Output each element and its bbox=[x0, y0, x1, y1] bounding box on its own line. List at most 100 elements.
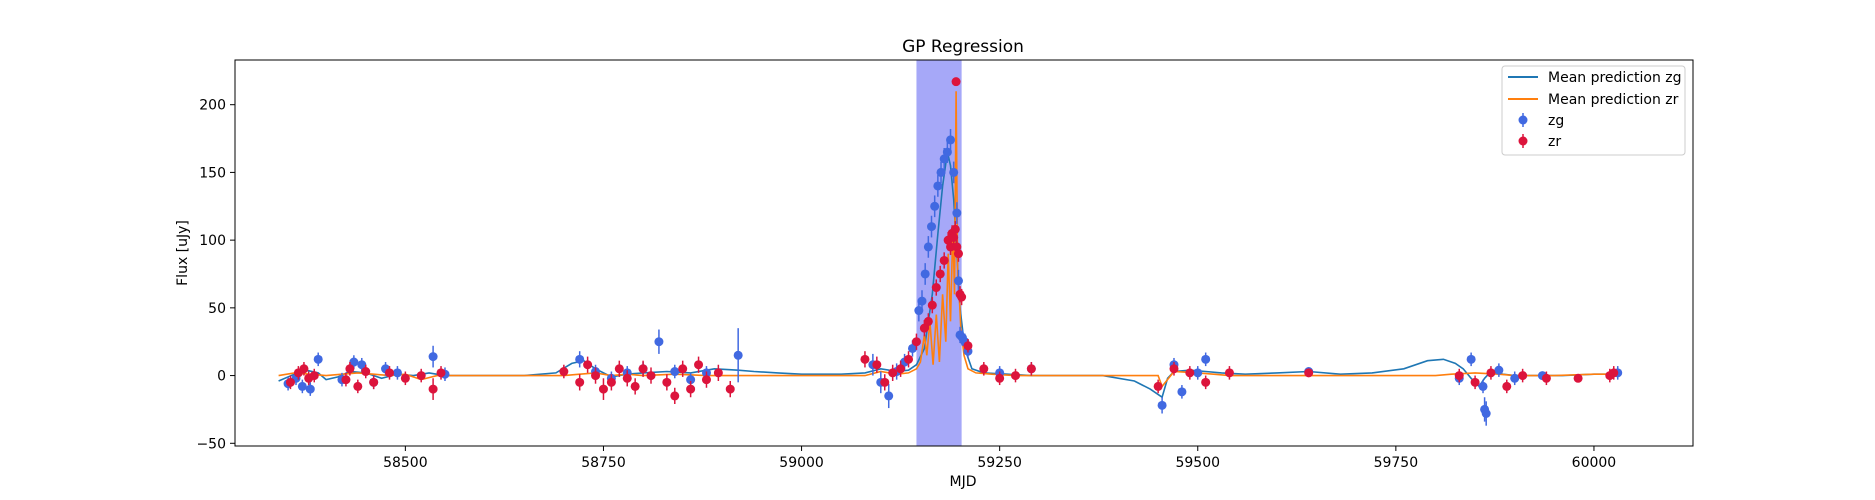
data-point-zg bbox=[429, 352, 438, 361]
data-point-zr bbox=[904, 355, 913, 364]
data-point-zr bbox=[932, 283, 941, 292]
data-point-zr bbox=[1518, 371, 1527, 380]
data-point-zg bbox=[1510, 374, 1519, 383]
data-point-zr bbox=[591, 371, 600, 380]
data-point-zr bbox=[1574, 374, 1583, 383]
data-point-zg bbox=[927, 222, 936, 231]
data-point-zr bbox=[437, 368, 446, 377]
data-point-zg bbox=[1201, 355, 1210, 364]
data-point-zr bbox=[924, 317, 933, 326]
plot-area bbox=[279, 60, 1623, 446]
data-point-zr bbox=[954, 249, 963, 258]
data-point-zr bbox=[559, 367, 568, 376]
y-tick-label: 150 bbox=[199, 165, 226, 181]
data-point-zg bbox=[314, 355, 323, 364]
data-point-zr bbox=[631, 382, 640, 391]
data-point-zr bbox=[1225, 368, 1234, 377]
data-point-zr bbox=[1169, 364, 1178, 373]
data-point-zg bbox=[924, 242, 933, 251]
data-point-zr bbox=[599, 385, 608, 394]
y-axis-label: Flux [uJy] bbox=[175, 220, 191, 286]
data-point-zg bbox=[1482, 409, 1491, 418]
data-point-zr bbox=[583, 360, 592, 369]
data-point-zr bbox=[353, 382, 362, 391]
data-point-zg bbox=[918, 297, 927, 306]
data-point-zr bbox=[623, 374, 632, 383]
data-point-zr bbox=[639, 364, 648, 373]
data-point-zg bbox=[1467, 355, 1476, 364]
data-point-zr bbox=[429, 385, 438, 394]
data-point-zr bbox=[417, 371, 426, 380]
y-tick-label: 200 bbox=[199, 98, 226, 114]
data-point-zr bbox=[686, 385, 695, 394]
legend-label-zr: zr bbox=[1548, 134, 1561, 150]
data-point-zg bbox=[949, 168, 958, 177]
data-point-zr bbox=[896, 364, 905, 373]
x-tick-label: 59250 bbox=[977, 455, 1022, 471]
data-point-zr bbox=[1011, 371, 1020, 380]
data-point-zr bbox=[726, 385, 735, 394]
x-tick-label: 59500 bbox=[1175, 455, 1220, 471]
legend-label-zr-line: Mean prediction zr bbox=[1548, 92, 1679, 108]
x-tick-label: 58500 bbox=[383, 455, 428, 471]
data-point-zr bbox=[979, 364, 988, 373]
data-point-zr bbox=[952, 77, 961, 86]
data-point-zg bbox=[1158, 401, 1167, 410]
data-point-zg bbox=[575, 355, 584, 364]
data-point-zr bbox=[957, 293, 966, 302]
data-point-zr bbox=[888, 368, 897, 377]
data-point-zg bbox=[946, 135, 955, 144]
x-axis-ticks: 58500 58750 59000 59250 59500 59750 60000 bbox=[383, 446, 1616, 471]
data-point-zg bbox=[734, 351, 743, 360]
data-point-zr bbox=[361, 367, 370, 376]
data-point-zr bbox=[1455, 371, 1464, 380]
data-point-zr bbox=[1185, 368, 1194, 377]
data-point-zr bbox=[1486, 368, 1495, 377]
data-point-zr bbox=[1304, 368, 1313, 377]
data-point-zr bbox=[1609, 368, 1618, 377]
data-point-zr bbox=[1027, 364, 1036, 373]
data-point-zr bbox=[341, 375, 350, 384]
y-tick-label: 100 bbox=[199, 233, 226, 249]
data-point-zr bbox=[670, 391, 679, 400]
data-point-zr bbox=[1154, 382, 1163, 391]
data-point-zr bbox=[872, 360, 881, 369]
data-point-zr bbox=[936, 269, 945, 278]
data-point-zg bbox=[954, 276, 963, 285]
data-point-zr bbox=[310, 371, 319, 380]
data-point-zr bbox=[369, 378, 378, 387]
data-point-zr bbox=[575, 378, 584, 387]
legend-label-zg: zg bbox=[1548, 113, 1564, 129]
data-point-zr bbox=[401, 374, 410, 383]
x-tick-label: 60000 bbox=[1572, 455, 1617, 471]
data-point-zr bbox=[1201, 378, 1210, 387]
data-point-zr bbox=[880, 378, 889, 387]
y-tick-label: 0 bbox=[217, 369, 226, 385]
data-point-zg bbox=[1494, 366, 1503, 375]
legend: Mean prediction zg Mean prediction zr zg… bbox=[1502, 66, 1685, 155]
data-point-zg bbox=[393, 368, 402, 377]
data-point-zg bbox=[1479, 382, 1488, 391]
legend-swatch-zr-marker bbox=[1519, 137, 1528, 146]
data-point-zr bbox=[995, 374, 1004, 383]
data-point-zg bbox=[298, 382, 307, 391]
y-tick-label: 50 bbox=[208, 301, 226, 317]
data-point-zr bbox=[912, 337, 921, 346]
data-point-zr bbox=[714, 368, 723, 377]
data-point-zr bbox=[694, 360, 703, 369]
x-tick-label: 58750 bbox=[581, 455, 626, 471]
y-axis-ticks: −50 0 50 100 150 200 bbox=[196, 98, 235, 453]
x-tick-label: 59750 bbox=[1374, 455, 1419, 471]
data-point-zg bbox=[952, 209, 961, 218]
data-point-zr bbox=[1542, 374, 1551, 383]
data-point-zr bbox=[928, 301, 937, 310]
data-point-zr bbox=[286, 378, 295, 387]
data-point-zr bbox=[951, 225, 960, 234]
data-point-zr bbox=[860, 355, 869, 364]
data-point-zr bbox=[385, 368, 394, 377]
data-point-zr bbox=[615, 364, 624, 373]
data-point-zr bbox=[702, 375, 711, 384]
data-point-zr bbox=[345, 364, 354, 373]
data-point-zg bbox=[930, 202, 939, 211]
